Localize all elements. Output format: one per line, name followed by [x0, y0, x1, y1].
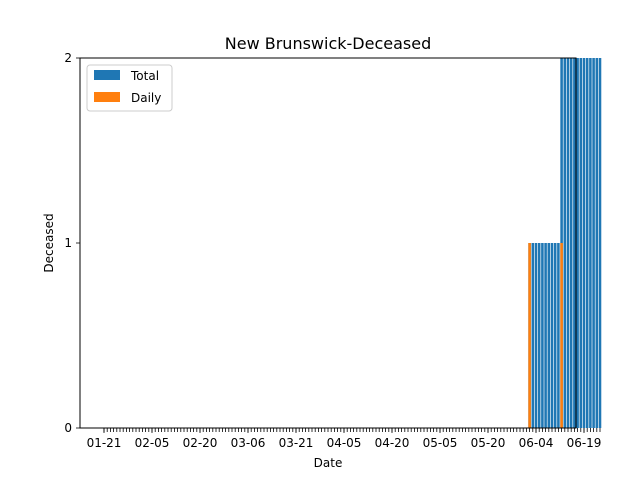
bar-total-06-21: [585, 58, 589, 428]
bar-total-06-09: [547, 243, 551, 428]
bar-total-06-24: [595, 58, 599, 428]
x-tick-label: 06-19: [567, 436, 602, 450]
chart-title: New Brunswick-Deceased: [225, 34, 431, 53]
bar-total-06-23: [592, 58, 595, 428]
y-axis-ticks: 0 1 2: [64, 51, 80, 435]
x-tick-label: 02-20: [183, 436, 218, 450]
bar-total-06-25: [598, 58, 602, 428]
bar-total-06-06: [537, 243, 541, 428]
y-tick-label: 1: [64, 236, 72, 250]
bar-total-06-22: [589, 58, 592, 428]
bar-total-06-12: [557, 243, 560, 428]
x-tick-label: 01-21: [87, 436, 122, 450]
x-tick-label: 02-05: [135, 436, 170, 450]
bar-total-06-17: [573, 58, 576, 428]
x-tick-label: 06-04: [519, 436, 554, 450]
bar-total-06-19: [579, 58, 583, 428]
y-tick-label: 0: [64, 421, 72, 435]
bar-total-06-07: [541, 243, 544, 428]
bar-total-06-11: [553, 243, 557, 428]
bar-total-06-10: [550, 243, 554, 428]
bar-total-06-18: [576, 58, 579, 428]
bar-total-06-04: [531, 243, 535, 428]
x-tick-label: 05-20: [471, 436, 506, 450]
legend-swatch-daily: [94, 92, 120, 102]
plot-frame: [79, 57, 577, 429]
legend: Total Daily: [86, 64, 173, 112]
x-axis-label: Date: [314, 456, 343, 470]
x-tick-label: 04-20: [375, 436, 410, 450]
bar-total-06-20: [582, 58, 586, 428]
x-axis-ticks: 01-21 02-05 02-20 03-06 03-21 04-05 04-20 05-05…: [87, 428, 602, 450]
bar-total-06-14: [563, 58, 567, 428]
legend-swatch-total: [94, 70, 120, 80]
bar-daily-06-03: [528, 243, 531, 428]
y-axis-label: Deceased: [42, 213, 56, 272]
legend-label-daily: Daily: [131, 91, 161, 105]
x-tick-label: 03-21: [279, 436, 314, 450]
bar-daily-06-13: [560, 243, 563, 428]
legend-label-total: Total: [130, 69, 159, 83]
bar-total-06-15: [566, 58, 570, 428]
y-tick-label: 2: [64, 51, 72, 65]
x-tick-label: 05-05: [423, 436, 458, 450]
x-tick-label: 04-05: [327, 436, 362, 450]
x-tick-label: 03-06: [231, 436, 266, 450]
bar-total-06-08: [544, 243, 547, 428]
bar-total-06-16: [569, 58, 573, 428]
bar-total-06-05: [534, 243, 538, 428]
bars-group: [528, 58, 602, 428]
